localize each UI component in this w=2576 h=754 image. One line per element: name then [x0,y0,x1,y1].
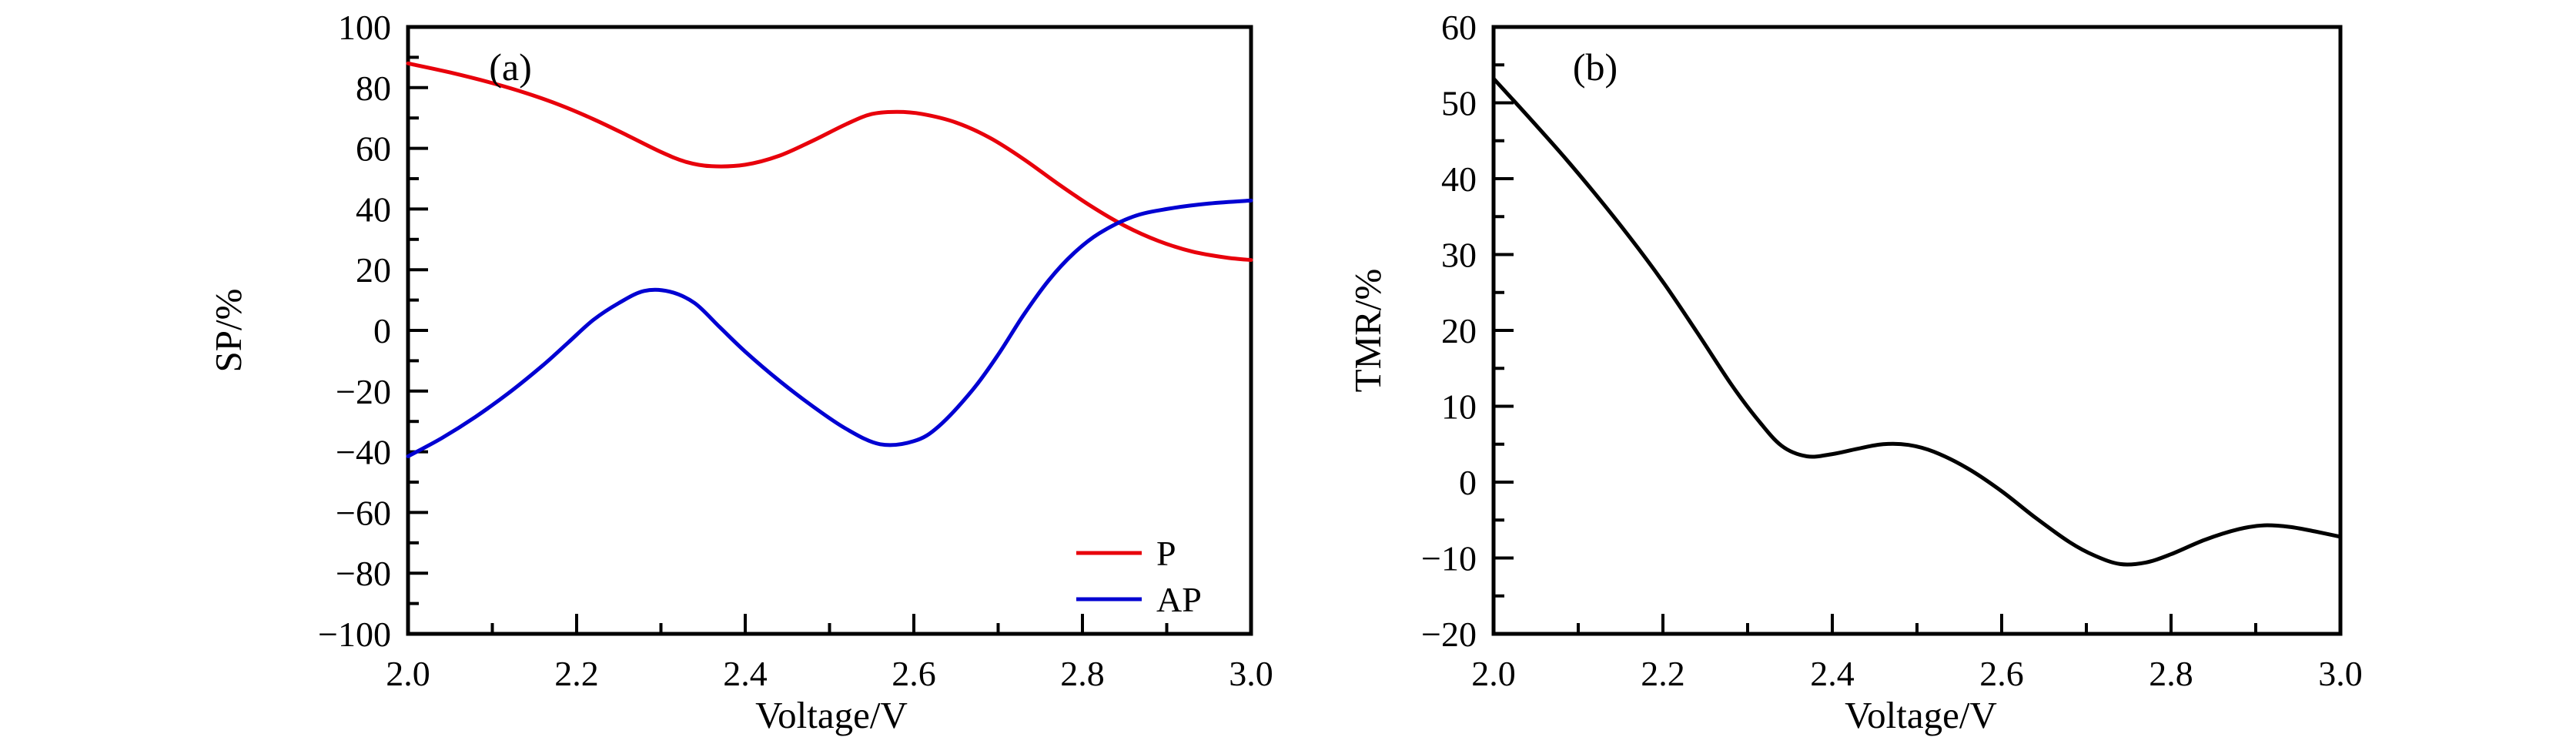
x-tick-label-a: 2.2 [554,654,599,693]
y-axis-title-a: SP/% [207,289,249,373]
x-tick-label-b: 2.2 [1641,654,1685,693]
legend-a: P AP [1076,534,1202,619]
y-tick-label-a: 60 [356,129,391,169]
y-tick-label-a: −40 [336,433,391,472]
y-tick-label-b: 50 [1441,84,1477,123]
x-tick-label-b: 2.8 [2149,654,2193,693]
x-tick-label-a: 3.0 [1229,654,1273,693]
y-tick-label-a: −80 [336,554,391,593]
y-tick-label-b: 40 [1441,159,1477,199]
x-tick-label-b: 3.0 [2318,654,2363,693]
panel-label-b: (b) [1573,45,1618,89]
y-tick-label-a: −100 [318,615,391,654]
y-tick-label-b: −10 [1421,539,1477,578]
y-tick-label-b: 10 [1441,387,1477,427]
y-tick-label-b: 20 [1441,311,1477,350]
y-tick-label-a: 40 [356,189,391,229]
y-tick-label-a: −60 [336,493,391,532]
y-tick-label-a: −20 [336,372,391,411]
x-tick-label-a: 2.6 [892,654,936,693]
x-tick-label-b: 2.6 [1979,654,2024,693]
x-tick-label-b: 2.0 [1471,654,1516,693]
y-tick-label-a: 0 [373,311,391,350]
y-tick-label-a: 80 [356,69,391,108]
curve-P [406,61,1253,263]
x-tick-label-a: 2.8 [1060,654,1105,693]
y-axis-title-b: TMR/% [1347,269,1389,393]
legend-label-P: P [1156,534,1176,573]
x-axis-title-b: Voltage/V [1845,694,1997,736]
y-tick-label-b: 0 [1459,463,1477,502]
panel-label-a: (a) [489,45,532,89]
x-tick-label-a: 2.4 [723,654,768,693]
legend-label-AP: AP [1156,580,1202,619]
y-tick-label-b: 60 [1441,8,1477,47]
curve-AP [406,198,1253,458]
curve-TMR [1491,76,2343,567]
y-tick-label-a: 20 [356,250,391,290]
y-tick-label-a: 100 [338,8,391,47]
x-tick-label-b: 2.4 [1810,654,1855,693]
x-tick-label-a: 2.0 [386,654,430,693]
chart-a: 2.0 2.2 2.4 2.6 2.8 3.0 −100 −80 −60 −40 −20 0 20 40 6… [207,8,1273,736]
y-tick-label-b: 30 [1441,236,1477,275]
y-tick-label-b: −20 [1421,615,1477,654]
x-axis-title-a: Voltage/V [755,694,908,736]
chart-b: 2.0 2.2 2.4 2.6 2.8 3.0 −20 −10 0 10 20 30 40 50 60 (b)… [1347,8,2363,736]
